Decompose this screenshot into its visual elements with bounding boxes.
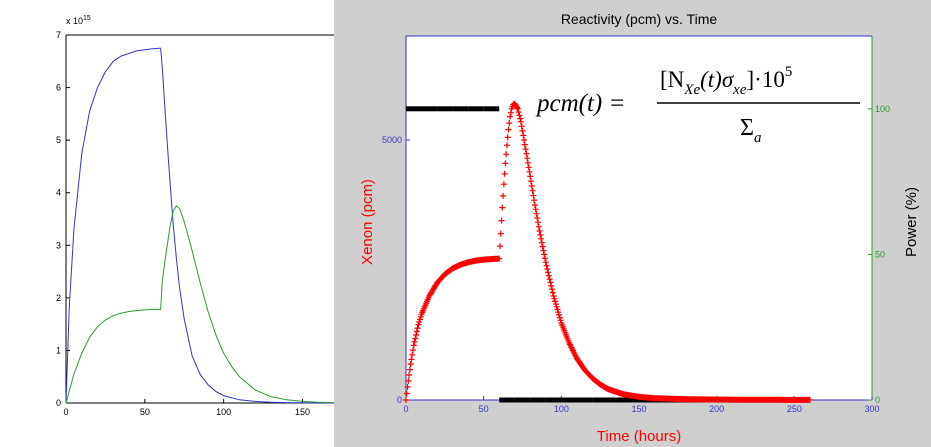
- left-y-exponent: x 1015: [66, 15, 91, 26]
- formula-lhs: pcm(t) =: [535, 90, 625, 117]
- right-y-axis-label: Xenon (pcm): [359, 179, 376, 265]
- right-y2-ticks: 0 50 100: [868, 104, 890, 405]
- left-x-tick-label: 50: [140, 407, 150, 417]
- left-series-line-2: [65, 205, 335, 404]
- left-y-tick-label: 5: [56, 135, 61, 145]
- right-plot-area: [406, 36, 872, 400]
- right-chart: 0 5000 0 50 100 0 50 100 150 200 250 300 Reactivi…: [359, 11, 920, 445]
- formula-denominator: Σa: [740, 115, 761, 146]
- left-x-tick-label: 100: [216, 407, 231, 417]
- right-y2-tick-label: 0: [875, 395, 880, 405]
- right-x-tick-label: 100: [554, 404, 569, 414]
- right-y2-axis-label: Power (%): [903, 187, 920, 257]
- right-x-tick-label: 0: [403, 404, 408, 414]
- right-x-tick-label: 300: [864, 404, 879, 414]
- left-y-tick-label: 1: [56, 345, 61, 355]
- right-y2-tick-label: 50: [875, 249, 885, 259]
- formula-numerator: [NXe(t)σxe]·105: [660, 64, 792, 98]
- formula-annotation: pcm(t) = [NXe(t)σxe]·105 Σa: [535, 64, 860, 146]
- left-y-tick-label: 2: [56, 293, 61, 303]
- left-x-tick-label: 150: [295, 407, 310, 417]
- right-x-axis-label: Time (hours): [597, 428, 681, 445]
- left-chart: 0 1 2 3 4 5 6 7 0 50 100 150 x 1015: [56, 15, 335, 417]
- right-x-tick-label: 50: [479, 404, 489, 414]
- left-series-line-1: [65, 47, 334, 404]
- left-y-tick-label: 6: [56, 83, 61, 93]
- right-y2-tick-label: 100: [875, 104, 890, 114]
- right-x-tick-label: 150: [631, 404, 646, 414]
- right-x-tick-label: 250: [787, 404, 802, 414]
- right-x-tick-label: 200: [709, 404, 724, 414]
- left-plot-area: [66, 35, 334, 403]
- right-series-group: [403, 100, 813, 403]
- right-y-tick-label: 0: [397, 395, 402, 405]
- right-y-tick-label: 5000: [382, 135, 402, 145]
- left-x-tick-label: 0: [63, 407, 68, 417]
- left-y-tick-label: 4: [56, 188, 61, 198]
- right-chart-title: Reactivity (pcm) vs. Time: [561, 11, 718, 27]
- left-y-tick-label: 0: [56, 398, 61, 408]
- left-y-tick-label: 7: [56, 30, 61, 40]
- left-series-group: [65, 47, 335, 404]
- xenon-series-markers: [403, 100, 813, 403]
- left-y-tick-label: 3: [56, 240, 61, 250]
